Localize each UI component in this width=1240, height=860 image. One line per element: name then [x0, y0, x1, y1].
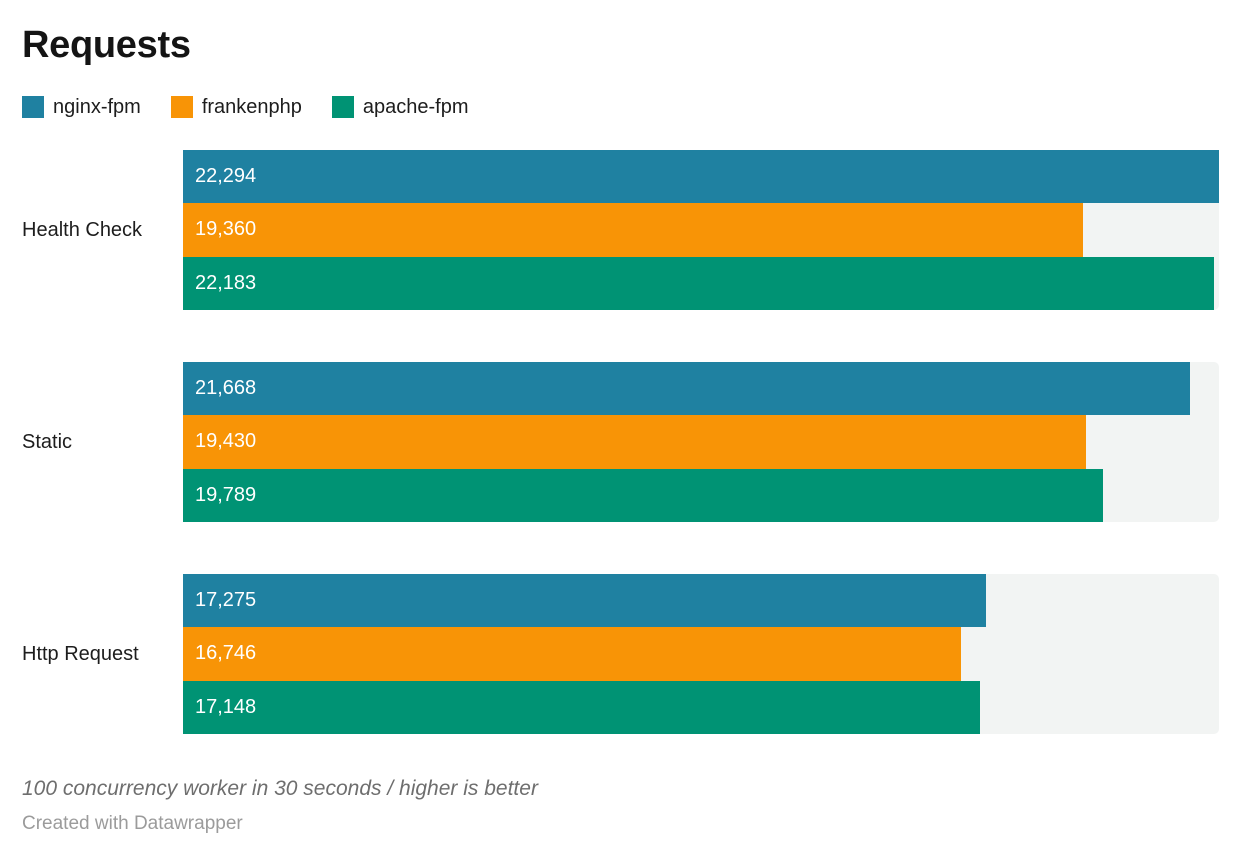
bar-value-label: 17,148 [195, 695, 257, 718]
legend-item-frankenphp: frankenphp [170, 96, 302, 118]
bar-apache-fpm: 17,148 [183, 680, 980, 734]
bar-group: Static 21,668 19,430 19,789 [22, 362, 1219, 522]
bar-apache-fpm: 19,789 [183, 468, 1103, 522]
legend-swatch-icon [170, 96, 193, 118]
category-label: Http Request [22, 642, 139, 665]
bar-apache-fpm: 22,183 [183, 256, 1214, 310]
bar-value-label: 22,294 [195, 165, 257, 188]
legend-item-apache-fpm: apache-fpm [331, 96, 469, 118]
bar-nginx-fpm: 17,275 [183, 574, 986, 628]
bar-nginx-fpm: 21,668 [183, 362, 1190, 416]
legend-label: frankenphp [201, 96, 302, 118]
bar-track: 21,668 19,430 19,789 [183, 362, 1219, 522]
legend-item-nginx-fpm: nginx-fpm [22, 96, 141, 118]
legend-label: nginx-fpm [53, 96, 141, 118]
bar-value-label: 19,430 [195, 430, 257, 453]
footer-note: 100 concurrency worker in 30 seconds / h… [22, 777, 538, 800]
bar-value-label: 17,275 [195, 589, 257, 612]
bar-chart: Health Check 22,294 19,360 22,183 Static 21,6… [22, 150, 1219, 734]
category-label: Static [22, 430, 73, 453]
bar-value-label: 19,789 [195, 483, 257, 506]
datawrapper-attribution[interactable]: Created with Datawrapper [22, 813, 243, 834]
legend-swatch-icon [22, 96, 44, 118]
bar-value-label: 22,183 [195, 271, 257, 294]
bar-group: Http Request 17,275 16,746 17,148 [22, 574, 1219, 734]
bar-group: Health Check 22,294 19,360 22,183 [22, 150, 1219, 310]
bar-track: 22,294 19,360 22,183 [183, 150, 1219, 310]
chart-title: Requests [22, 24, 191, 66]
bar-frankenphp: 19,360 [183, 203, 1083, 257]
legend-label: apache-fpm [362, 96, 469, 118]
bar-value-label: 16,746 [195, 642, 257, 665]
legend-swatch-icon [331, 96, 354, 118]
bar-nginx-fpm: 22,294 [183, 150, 1219, 204]
bar-value-label: 21,668 [195, 377, 257, 400]
category-label: Health Check [22, 218, 143, 241]
legend: nginx-fpm frankenphp apache-fpm [22, 96, 1219, 118]
bar-frankenphp: 19,430 [183, 415, 1086, 469]
bar-track: 17,275 16,746 17,148 [183, 574, 1219, 734]
bar-frankenphp: 16,746 [183, 627, 962, 681]
bar-value-label: 19,360 [195, 218, 257, 241]
